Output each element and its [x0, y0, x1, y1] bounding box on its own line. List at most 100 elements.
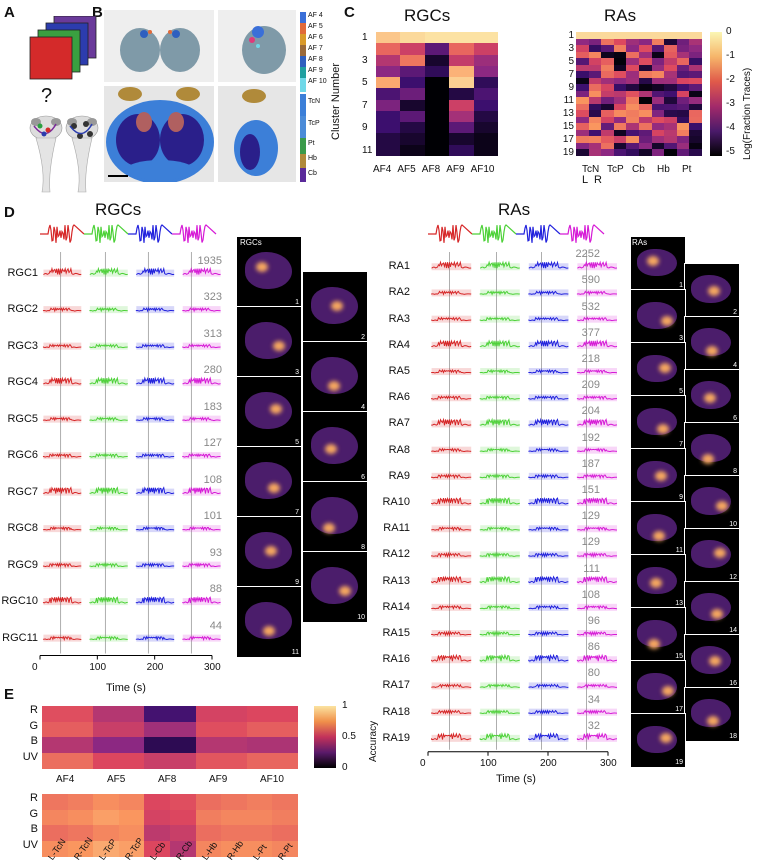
- accuracy-xtick: AF9: [209, 774, 228, 785]
- activity-hotspot: [647, 255, 660, 266]
- trace-error-band: [89, 598, 128, 606]
- ra-trace: [576, 339, 618, 348]
- acc-region-cell: [118, 794, 145, 810]
- trace-error-band: [431, 341, 472, 349]
- ra-heat-cell: [576, 103, 590, 111]
- ra-count: 209: [581, 379, 600, 392]
- trace-error-band: [480, 577, 520, 585]
- rgc-time-tick-label: 100: [89, 661, 107, 673]
- thumbnail-number: 4: [733, 361, 737, 369]
- ra-heat-cell: [601, 32, 615, 40]
- ra-trace: [479, 709, 520, 715]
- trace-error-band: [89, 269, 128, 277]
- acc-region-cell: [195, 840, 222, 857]
- ra-heat-cell: [639, 58, 653, 66]
- acc-region-cell: [118, 809, 145, 826]
- ra-heat-cell: [651, 142, 665, 150]
- ra-heat-cell: [639, 103, 653, 111]
- ra-heat-cell: [601, 149, 615, 157]
- ra-count: 151: [581, 484, 600, 497]
- rgc-xtick: AF4: [373, 164, 392, 175]
- panel-letter-a: A: [4, 4, 15, 21]
- rgc-thumb-header: RGCs: [240, 238, 262, 247]
- ra-trace: [528, 316, 569, 322]
- ra-heat-cell: [626, 110, 640, 118]
- ra-thumbnail: 4: [684, 315, 740, 371]
- ra-trace: [528, 526, 569, 532]
- ra-heat-cell: [689, 103, 703, 111]
- trace-error-band: [43, 379, 82, 387]
- ra-heat-cell: [676, 110, 690, 118]
- ra-heat-cell: [626, 77, 640, 85]
- ra-row-label: RA17: [382, 679, 410, 692]
- ra-row-label: RA14: [382, 600, 410, 613]
- ra-heat-cell: [601, 51, 615, 59]
- ra-trace: [479, 368, 520, 375]
- activity-hotspot: [711, 608, 724, 619]
- ra-heat-cell: [626, 32, 640, 40]
- thumbnail-number: 8: [361, 544, 365, 551]
- legend-label-af10: AF 10: [308, 78, 327, 85]
- ra-time-tick-label: 0: [420, 757, 426, 769]
- accuracy-heatmap-af: [42, 706, 299, 769]
- ra-heat-cell: [588, 110, 602, 118]
- ra-trace: [479, 605, 520, 611]
- ra-heat-cell: [613, 149, 627, 157]
- rgc-heat-cell: [376, 54, 401, 67]
- thumbnail-number: 2: [361, 334, 365, 341]
- legend-swatch-af5: [300, 23, 306, 37]
- rgc-heatmap-title: RGCs: [404, 6, 451, 25]
- ra-heat-cell: [601, 97, 615, 105]
- activity-hotspot: [707, 716, 720, 727]
- cluster-number-label: Cluster Number: [330, 62, 342, 140]
- trace-error-band: [528, 263, 569, 271]
- ra-heat-cell: [689, 129, 703, 137]
- ra-heat-cell: [576, 32, 590, 40]
- ra-heat-cell: [676, 77, 690, 85]
- acc-region-cell: [67, 794, 94, 810]
- rgc-ytick: 5: [362, 77, 368, 88]
- accuracy-row-label: UV: [22, 838, 38, 851]
- ra-heat-cell: [601, 110, 615, 118]
- rgc-trace: [182, 525, 221, 532]
- trace-error-band: [577, 577, 617, 585]
- ra-heat-cell: [651, 103, 665, 111]
- rgc-time-label: Time (s): [106, 682, 146, 694]
- cbar-tick-0: 0: [726, 26, 732, 37]
- rgc-heat-cell: [400, 54, 426, 67]
- thumbnail-number: 6: [361, 474, 365, 481]
- ra-heat-cell: [651, 45, 665, 53]
- ra-heat-cell: [676, 123, 690, 131]
- ra-count: 86: [587, 641, 600, 654]
- ra-heat-cell: [576, 64, 590, 72]
- trace-error-band: [480, 315, 520, 323]
- ra-count: 129: [581, 510, 600, 523]
- ra-heat-cell: [626, 129, 640, 137]
- ra-heat-cell: [588, 71, 602, 79]
- ra-count: 532: [581, 300, 600, 313]
- ra-heat-cell: [588, 129, 602, 137]
- ra-heat-cell: [664, 142, 678, 150]
- ra-heat-cell: [664, 103, 678, 111]
- rgc-row-label: RGC5: [7, 412, 38, 425]
- activity-hotspot: [660, 733, 673, 744]
- ra-trace: [576, 290, 618, 296]
- ra-heat-cell: [651, 64, 665, 72]
- ra-heat-cell: [639, 45, 653, 53]
- trace-error-band: [528, 577, 569, 585]
- rgc-trace: [135, 635, 175, 642]
- ra-heat-cell: [664, 38, 678, 46]
- log-fraction-label: Log(Fraction Traces): [742, 67, 753, 160]
- rgc-heat-cell: [424, 32, 450, 44]
- acc-cbar-tick-0: 0: [342, 762, 348, 773]
- rgc-thumbnail: 8: [302, 481, 368, 553]
- rgc-row-label: RGC1: [7, 266, 38, 279]
- rgc-heat-cell: [473, 99, 499, 112]
- ra-xtick: TcP: [607, 164, 624, 175]
- ra-heat-cell: [613, 123, 627, 131]
- legend-label-tcn: TcN: [308, 98, 321, 105]
- rgc-ytick: 9: [362, 122, 368, 133]
- ra-heat-cell: [588, 90, 602, 98]
- rgc-count: 101: [203, 510, 222, 523]
- ra-heat-cell: [651, 90, 665, 98]
